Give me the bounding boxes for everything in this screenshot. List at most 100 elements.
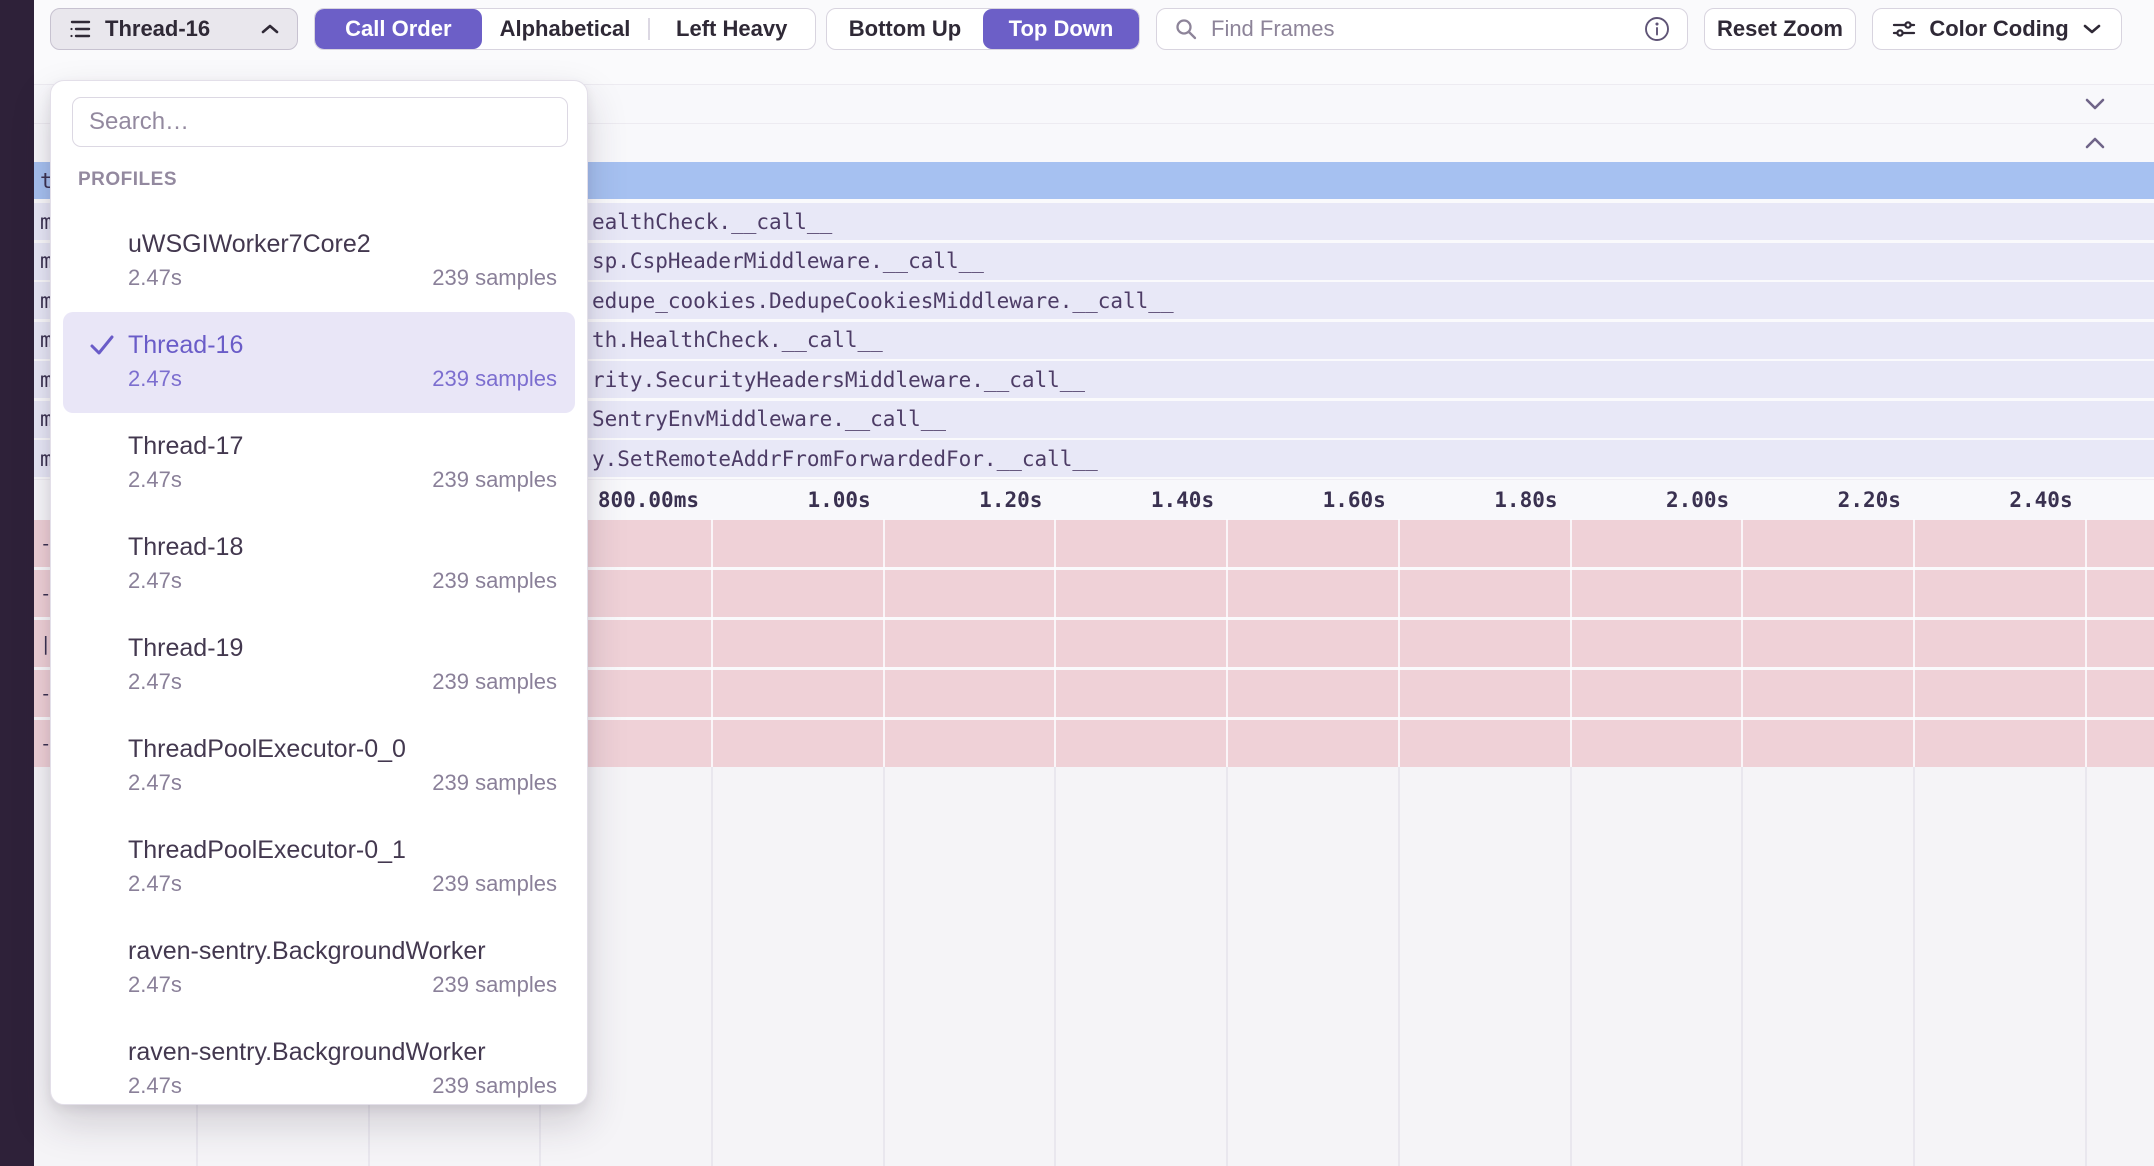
gridline [711,519,713,767]
gridline [882,767,885,1166]
profile-sample-count: 239 samples [432,669,557,694]
frame-row[interactable]: m SentryEnvMiddleware.__call__ [34,400,2154,438]
profile-name: Thread-19 [128,634,244,662]
profile-name: raven-sentry.BackgroundWorker [128,937,486,965]
sort-mode-label: Call Order [345,16,452,41]
search-icon [1173,16,1199,42]
profile-sample-count: 239 samples [432,366,557,391]
frame-edge-text: m [40,367,53,392]
profile-sample-count: 239 samples [432,265,557,290]
find-frames-search[interactable] [1156,8,1688,50]
frame-edge-text: m [40,209,53,234]
profile-name: Thread-17 [128,432,244,460]
frame-edge-text: m [40,288,53,313]
profile-list-item[interactable]: ThreadPoolExecutor-0_1 2.47s 239 samples [51,817,587,918]
profile-sample-count: 239 samples [432,871,557,896]
frame-label: sp.CspHeaderMiddleware.__call__ [592,249,984,274]
profile-list-item[interactable]: Thread-18 2.47s 239 samples [51,514,587,615]
profile-duration: 2.47s [128,770,182,795]
profile-duration: 2.47s [128,366,182,391]
profile-list-item[interactable]: raven-sentry.BackgroundWorker 2.47s 239 … [51,1019,587,1104]
thread-selector-button[interactable]: Thread-16 [50,8,298,50]
gridline [1054,519,1057,767]
profile-name: raven-sentry.BackgroundWorker [128,1038,486,1066]
checkmark-icon [89,332,115,358]
profile-name: ThreadPoolExecutor-0_1 [128,836,406,864]
profile-sample-count: 239 samples [432,770,557,795]
time-axis-label: 1.20s [979,488,1043,512]
gridline [711,767,713,1166]
profile-list-item[interactable]: ThreadPoolExecutor-0_0 2.47s 239 samples [51,716,587,817]
time-axis-label: 2.40s [2009,488,2073,512]
gridline [2084,767,2087,1166]
frame-label: y.SetRemoteAddrFromForwardedFor.__call__ [592,446,1098,471]
profile-name: ThreadPoolExecutor-0_0 [128,735,406,763]
direction-label: Top Down [1008,16,1114,41]
sliders-icon [1891,16,1917,42]
frame-edge-text: m [40,407,53,432]
thread-dropdown: PROFILES uWSGIWorker7Core2 2.47s 239 sam… [50,80,588,1105]
color-coding-label: Color Coding [1929,16,2069,41]
profiles-section-label: PROFILES [78,169,178,190]
find-frames-input[interactable] [1209,15,1633,43]
gridline [1912,519,1915,767]
direction-tab[interactable]: Bottom Up [827,9,983,49]
gridline [1569,767,1572,1166]
gridline [1054,767,1057,1166]
time-axis-label: 800.00ms [597,488,699,512]
profile-duration: 2.47s [128,669,182,694]
gridline [1741,519,1744,767]
frame-label: rity.SecurityHeadersMiddleware.__call__ [592,367,1086,392]
reset-zoom-button[interactable]: Reset Zoom [1704,8,1856,50]
sort-mode-tab[interactable]: Call Order [315,9,482,49]
gridline [1397,767,1400,1166]
profile-duration: 2.47s [128,568,182,593]
profile-list-item[interactable]: Thread-17 2.47s 239 samples [51,413,587,514]
profile-duration: 2.47s [128,1073,182,1098]
profile-list-item[interactable]: Thread-19 2.47s 239 samples [51,615,587,716]
frame-edge-text: m [40,446,53,471]
frame-edge-text: m [40,328,53,353]
chevron-down-icon[interactable] [2080,95,2110,113]
time-axis-label: 1.40s [1150,488,1215,512]
sort-mode-label: Alphabetical [499,16,631,41]
profile-list-item[interactable]: raven-sentry.BackgroundWorker 2.47s 239 … [51,918,587,1019]
sort-mode-tab[interactable]: Alphabetical [482,9,649,49]
chevron-down-icon [2081,22,2103,36]
direction-tab[interactable]: Top Down [983,9,1139,49]
thread-list-icon [67,16,93,42]
frame-label: edupe_cookies.DedupeCookiesMiddleware.__… [592,288,1174,313]
sort-mode-control: Call Order Alphabetical Left Heavy [314,8,816,50]
gridline [1569,519,1572,767]
profile-sample-count: 239 samples [432,1073,557,1098]
profile-list-item[interactable]: uWSGIWorker7Core2 2.47s 239 samples [51,211,587,312]
gridline [1226,767,1229,1166]
thread-selector-label: Thread-16 [105,16,211,41]
profile-name: uWSGIWorker7Core2 [128,230,371,258]
direction-label: Bottom Up [848,16,962,41]
reset-zoom-label: Reset Zoom [1717,16,1843,41]
dropdown-search-input[interactable] [72,97,568,147]
profile-name: Thread-16 [128,331,244,359]
profile-list: uWSGIWorker7Core2 2.47s 239 samples Thre… [51,211,587,1104]
gridline [1226,519,1229,767]
direction-control: Bottom Up Top Down [826,8,1140,50]
chevron-up-icon [259,22,281,36]
profile-duration: 2.47s [128,467,182,492]
gridline [2084,519,2087,767]
profile-list-item[interactable]: Thread-16 2.47s 239 samples [63,312,575,413]
time-axis-label: 1.80s [1494,488,1558,512]
frame-edge-text: - [40,532,52,555]
sort-mode-tab[interactable]: Left Heavy [648,9,815,49]
sort-mode-label: Left Heavy [676,16,788,41]
time-axis-label: 1.60s [1322,488,1386,512]
profile-duration: 2.47s [128,972,182,997]
color-coding-button[interactable]: Color Coding [1872,8,2122,50]
frame-edge-text: - [40,732,52,755]
frame-label: SentryEnvMiddleware.__call__ [592,407,947,432]
gridline [1397,519,1400,767]
chevron-up-icon[interactable] [2080,134,2110,152]
frame-label: th.HealthCheck.__call__ [592,328,883,353]
info-icon[interactable] [1643,15,1671,43]
frame-edge-text: m [40,249,53,274]
